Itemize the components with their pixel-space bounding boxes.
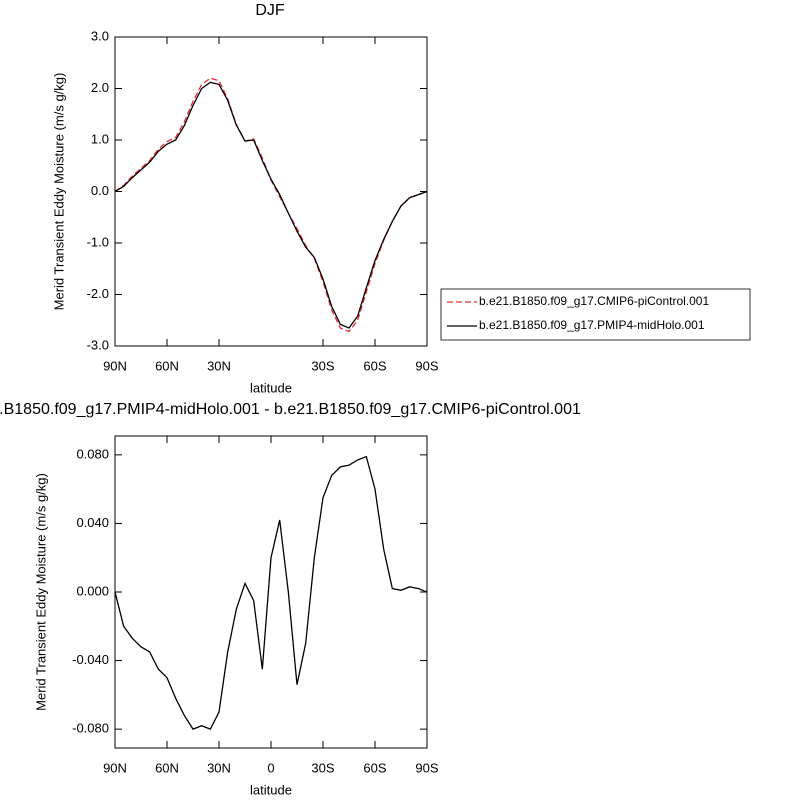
x-tick-label: 30N: [207, 760, 231, 775]
x-tick-label: 60S: [363, 760, 386, 775]
y-tick-label: -3.0: [87, 337, 109, 352]
y-tick-label: 0.000: [76, 583, 109, 598]
y-tick-label: 2.0: [91, 80, 109, 95]
y-tick-label: -0.080: [72, 721, 109, 736]
legend-box: [440, 288, 751, 341]
x-tick-label: 30N: [207, 358, 231, 373]
x-tick-label: 60N: [155, 760, 179, 775]
x-tick-label: 60S: [363, 358, 386, 373]
plot-frame: [114, 435, 428, 749]
y-tick-label: -1.0: [87, 234, 109, 249]
y-tick-label: 1.0: [91, 131, 109, 146]
x-tick-label: 90N: [103, 358, 127, 373]
y-axis-label: Merid Transient Eddy Moisture (m/s g/kg): [33, 473, 48, 711]
y-tick-label: -2.0: [87, 286, 109, 301]
y-tick-label: 0.080: [76, 446, 109, 461]
plot-frame: [114, 36, 428, 347]
y-tick-label: 0.040: [76, 515, 109, 530]
chart-title: DJF: [255, 2, 285, 19]
x-tick-label: 0: [267, 760, 274, 775]
x-axis-label: latitude: [250, 782, 292, 797]
y-axis-label: Merid Transient Eddy Moisture (m/s g/kg): [51, 73, 66, 311]
x-tick-label: 30S: [311, 760, 334, 775]
chart-title: b.e21.B1850.f09_g17.PMIP4-midHolo.001 - …: [0, 401, 581, 418]
data-line: [114, 81, 428, 329]
x-tick-label: 90S: [415, 760, 438, 775]
y-tick-label: 3.0: [91, 28, 109, 43]
x-tick-label: 90N: [103, 760, 127, 775]
data-line: [114, 455, 428, 730]
x-tick-label: 90S: [415, 358, 438, 373]
legend-label: b.e21.B1850.f09_g17.CMIP6-piControl.001: [479, 294, 709, 308]
y-tick-label: -0.040: [72, 652, 109, 667]
y-tick-label: 0.0: [91, 183, 109, 198]
x-tick-label: 60N: [155, 358, 179, 373]
x-axis-label: latitude: [250, 380, 292, 395]
data-line: [114, 77, 428, 333]
legend-label: b.e21.B1850.f09_g17.PMIP4-midHolo.001: [479, 318, 705, 332]
x-tick-label: 30S: [311, 358, 334, 373]
